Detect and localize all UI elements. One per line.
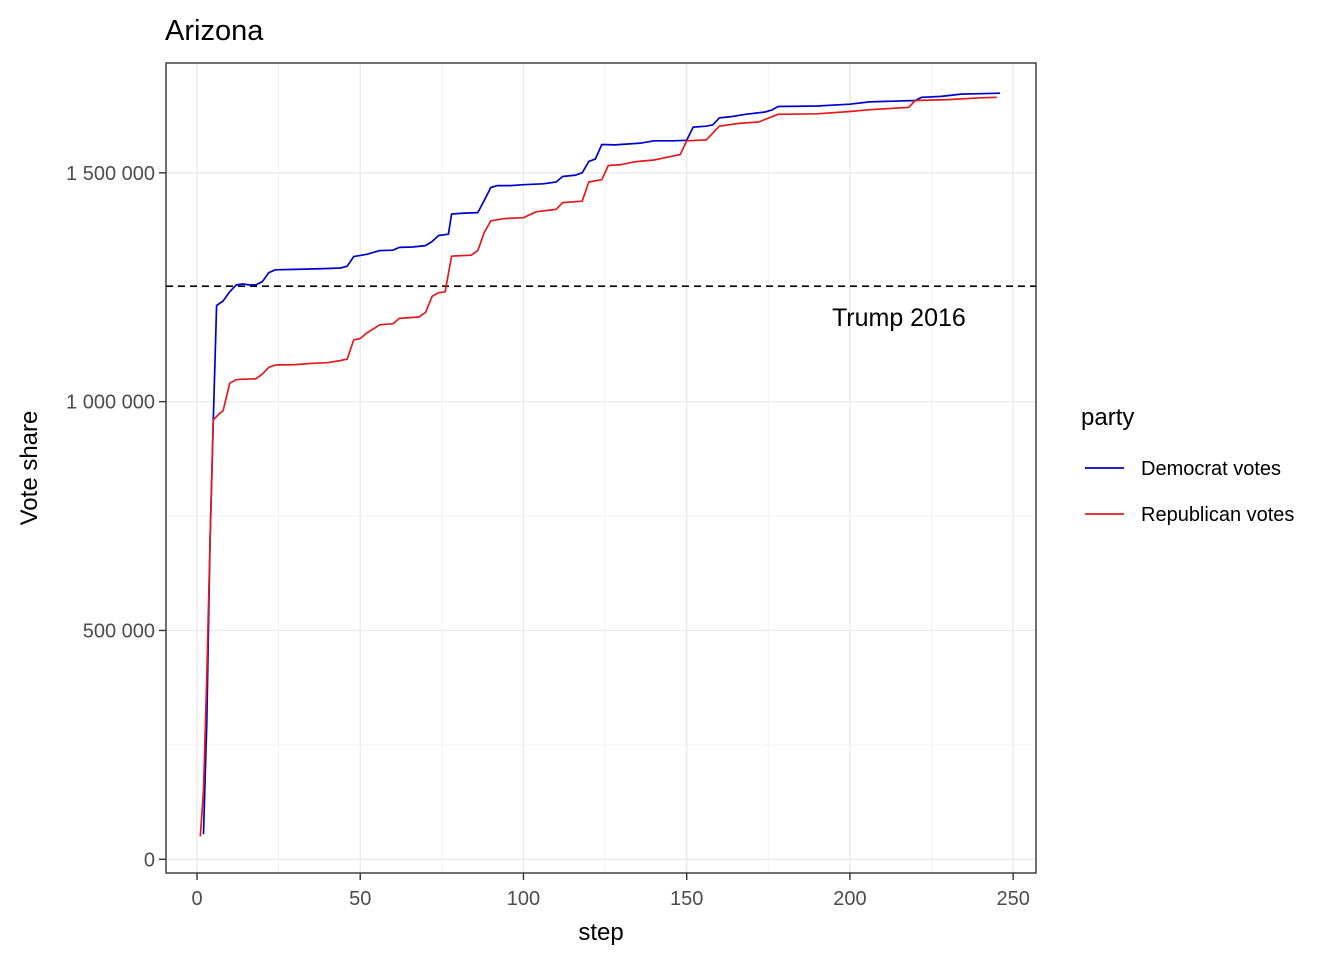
x-tick-label: 0: [191, 888, 202, 910]
x-tick-label: 50: [349, 888, 371, 910]
x-axis-title: step: [578, 919, 623, 946]
legend-label-democrat: Democrat votes: [1141, 458, 1281, 480]
x-tick-label: 150: [670, 888, 703, 910]
y-tick-label: 500 000: [83, 620, 155, 642]
y-tick-label: 1 500 000: [66, 163, 155, 185]
trump-2016-label: Trump 2016: [832, 304, 966, 332]
legend-title: party: [1081, 404, 1134, 431]
y-axis: 0 500 000 1 000 000 1 500 000: [66, 163, 166, 871]
republican-votes-line: [199, 96, 997, 837]
x-axis: 0 50 100 150 200 250: [191, 873, 1030, 910]
x-tick-label: 100: [507, 888, 540, 910]
legend: party Democrat votes Republican votes: [1081, 404, 1294, 526]
chart-title: Arizona: [165, 15, 264, 47]
x-tick-label: 250: [996, 888, 1029, 910]
y-tick-label: 0: [144, 849, 155, 871]
y-axis-title: Vote share: [16, 411, 43, 526]
legend-label-republican: Republican votes: [1141, 504, 1294, 526]
reference-line-group: Trump 2016: [166, 285, 1036, 332]
x-tick-label: 200: [833, 888, 866, 910]
plot-panel: [166, 63, 1036, 873]
plot-border: [165, 62, 1037, 874]
series-group: [199, 92, 1001, 837]
y-tick-label: 1 000 000: [66, 392, 155, 414]
democrat-votes-line: [202, 92, 1001, 835]
grid: [166, 63, 1036, 873]
